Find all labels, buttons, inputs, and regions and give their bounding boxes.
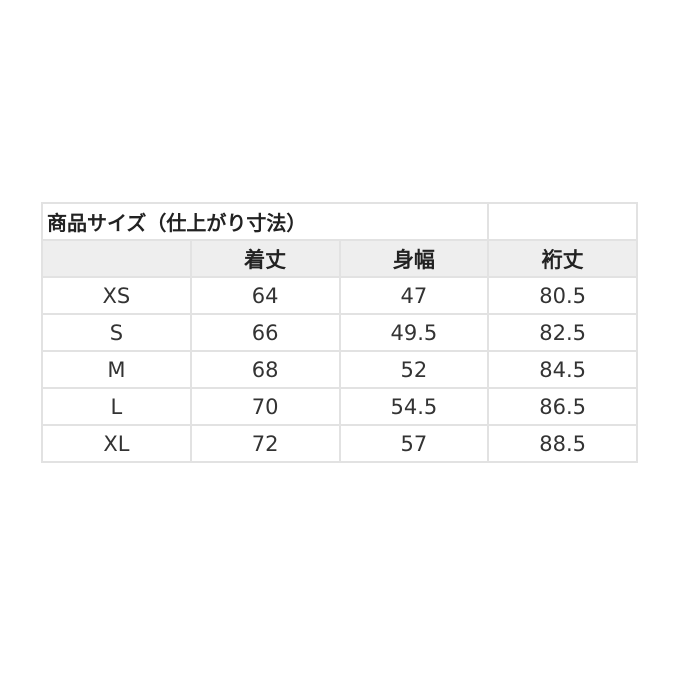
column-header [41, 239, 192, 278]
size-label: M [41, 350, 192, 389]
header-row: 着丈 身幅 裄丈 [41, 239, 638, 278]
measurement-cell: 88.5 [487, 424, 638, 463]
table-row: S 66 49.5 82.5 [41, 313, 638, 352]
size-label: XS [41, 276, 192, 315]
measurement-cell: 80.5 [487, 276, 638, 315]
column-header: 着丈 [189, 239, 341, 278]
column-header: 裄丈 [487, 239, 638, 278]
measurement-cell: 68 [189, 350, 341, 389]
size-label: XL [41, 424, 192, 463]
column-header: 身幅 [338, 239, 490, 278]
measurement-cell: 82.5 [487, 313, 638, 352]
table-row: M 68 52 84.5 [41, 350, 638, 389]
size-label: S [41, 313, 192, 352]
table-row: L 70 54.5 86.5 [41, 387, 638, 426]
table-title: 商品サイズ（仕上がり寸法） [40, 202, 490, 241]
empty-cell [487, 202, 638, 241]
table-row: XS 64 47 80.5 [41, 276, 638, 315]
measurement-cell: 57 [338, 424, 490, 463]
title-row: 商品サイズ（仕上がり寸法） [40, 202, 638, 241]
measurement-cell: 52 [338, 350, 490, 389]
measurement-cell: 84.5 [487, 350, 638, 389]
measurement-cell: 47 [338, 276, 490, 315]
size-table: 商品サイズ（仕上がり寸法） 着丈 身幅 裄丈 XS 64 47 80.5 S 66 49.5… [40, 202, 638, 463]
measurement-cell: 54.5 [338, 387, 490, 426]
measurement-cell: 49.5 [338, 313, 490, 352]
size-label: L [41, 387, 192, 426]
measurement-cell: 70 [189, 387, 341, 426]
measurement-cell: 66 [189, 313, 341, 352]
measurement-cell: 64 [189, 276, 341, 315]
measurement-cell: 86.5 [487, 387, 638, 426]
table-row: XL 72 57 88.5 [41, 424, 638, 463]
measurement-cell: 72 [189, 424, 341, 463]
